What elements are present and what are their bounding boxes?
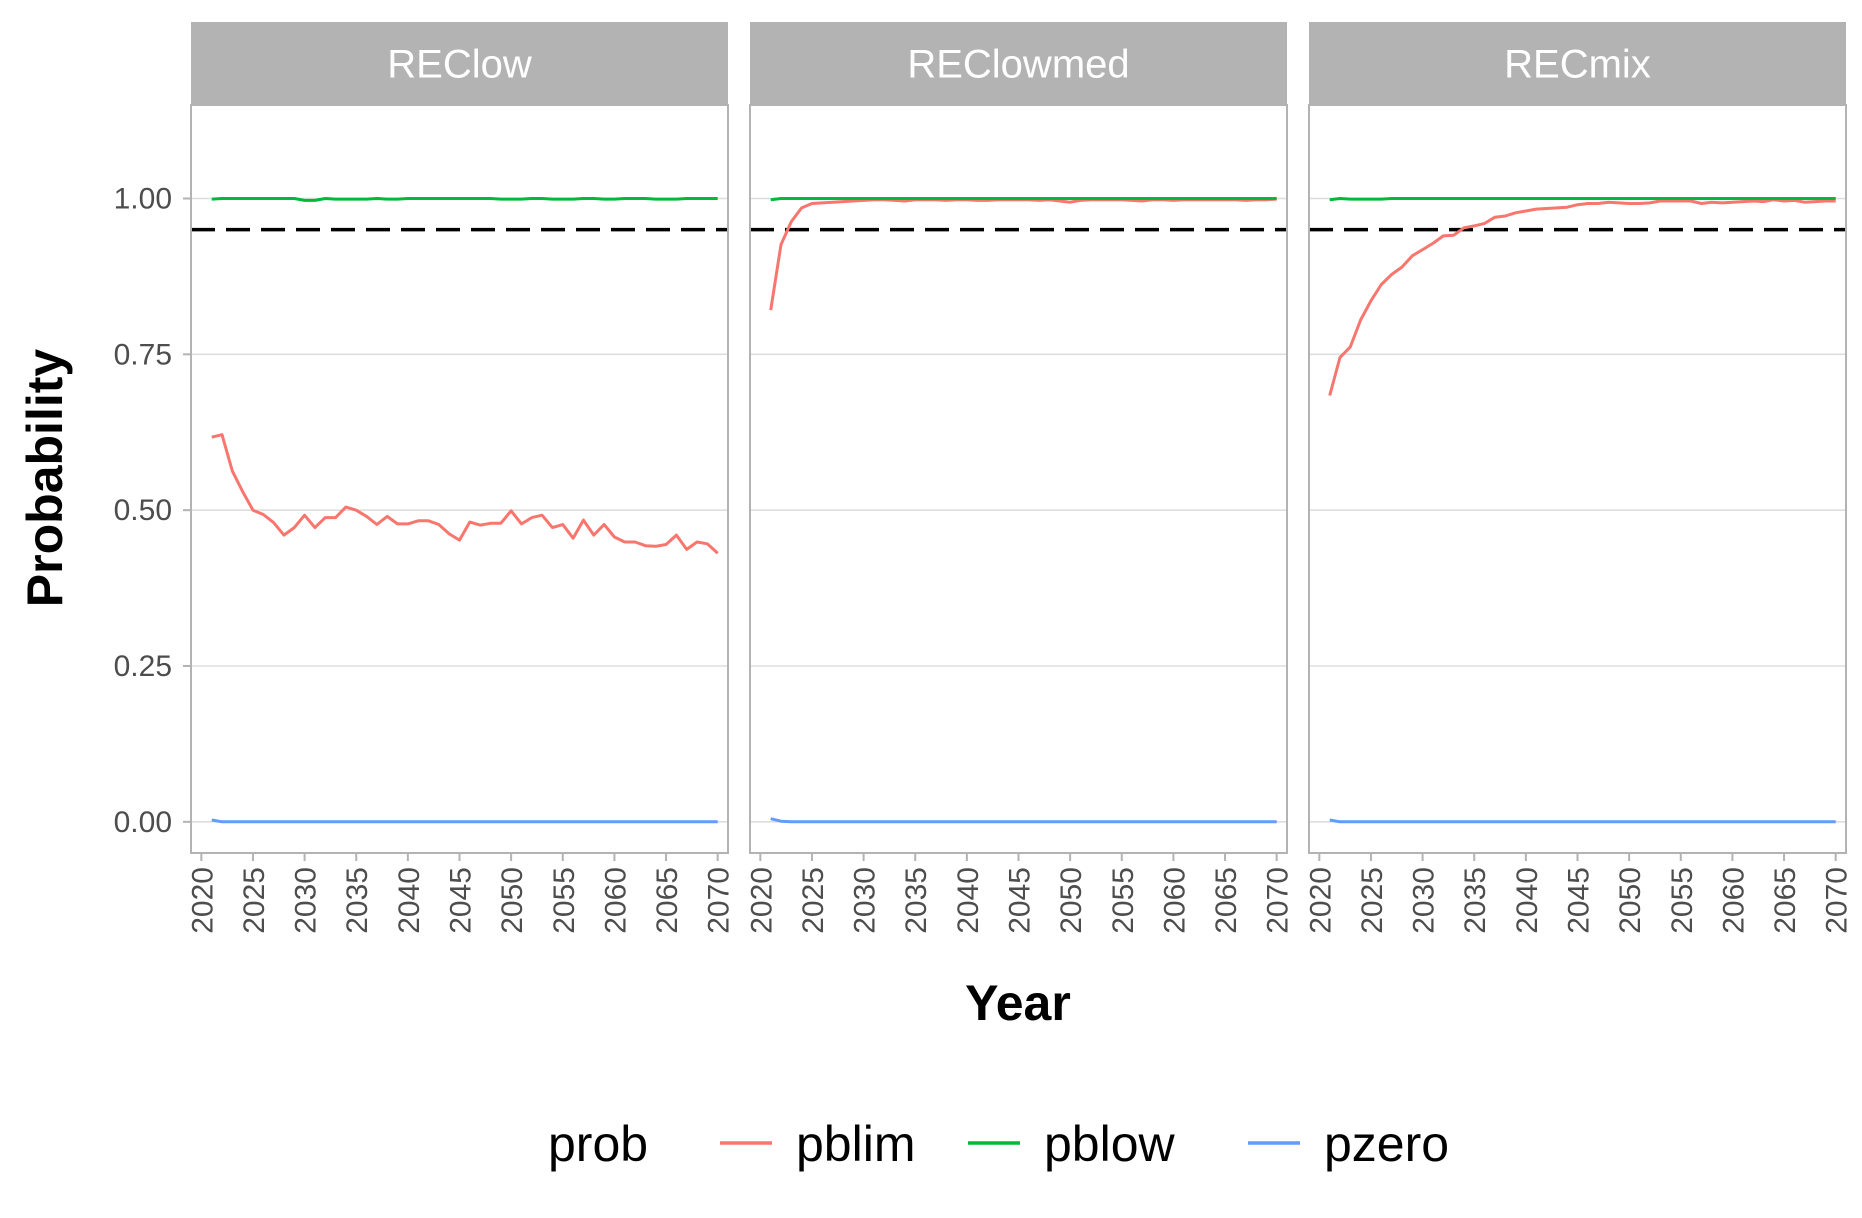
x-tick-label: 2045 (445, 867, 478, 934)
x-tick-label: 2055 (1666, 867, 1699, 934)
x-tick-label: 2040 (393, 867, 426, 934)
x-tick-label: 2060 (1158, 867, 1191, 934)
x-tick-label: 2065 (1210, 867, 1243, 934)
x-tick-label: 2045 (1004, 867, 1037, 934)
x-axis-title: Year (965, 975, 1071, 1031)
facet-strip (750, 22, 1287, 105)
y-tick-label: 0.75 (114, 338, 172, 371)
series-line-pblow (1329, 197, 1836, 202)
x-tick-label: 2055 (548, 867, 581, 934)
y-tick-label: 0.25 (114, 650, 172, 683)
facet-panels: REClow 2020 2025 2030 2035 2040 2045 2050 2055 20… (186, 22, 1854, 934)
x-tick-label: 2035 (1459, 867, 1492, 934)
x-tick-label: 2020 (745, 867, 778, 934)
series-line-pzero (211, 818, 718, 824)
x-tick-label: 2060 (1717, 867, 1750, 934)
x-tick-label: 2070 (703, 867, 736, 934)
facet-strip-label: RECmix (1504, 43, 1651, 87)
series-line-pblow (770, 197, 1277, 202)
x-tick-label: 2050 (1055, 867, 1088, 934)
y-tick-label: 0.50 (114, 494, 172, 527)
x-tick-label: 2040 (952, 867, 985, 934)
facet-panel-REClowmed: REClowmed 2020 2025 2030 2035 2040 2045 2050 205… (745, 22, 1295, 934)
x-tick-label: 2025 (1356, 867, 1389, 934)
facet-panel-REClow: REClow 2020 2025 2030 2035 2040 2045 2050 2055 20… (186, 22, 736, 934)
panel-border (190, 104, 729, 854)
series-line-pblow (211, 197, 718, 202)
facet-panel-RECmix: RECmix 2020 2025 2030 2035 2040 2045 2050 2055 20… (1304, 22, 1854, 934)
panel-border (1308, 104, 1847, 854)
x-tick-label: 2030 (1408, 867, 1441, 934)
y-axis: 0.00 0.25 0.50 0.75 1.00 (114, 183, 191, 839)
x-tick-label: 2070 (1821, 867, 1854, 934)
x-tick-label: 2060 (599, 867, 632, 934)
legend-label-pblow: pblow (1044, 1116, 1176, 1172)
x-tick-label: 2040 (1511, 867, 1544, 934)
series-line-pzero (770, 817, 1277, 824)
series-line-pblim (1328, 198, 1836, 396)
x-tick-label: 2035 (900, 867, 933, 934)
x-tick-label: 2065 (1769, 867, 1802, 934)
x-tick-label: 2050 (1614, 867, 1647, 934)
x-tick-label: 2050 (496, 867, 529, 934)
x-tick-label: 2025 (797, 867, 830, 934)
facet-strip (191, 22, 728, 105)
x-tick-label: 2020 (1304, 867, 1337, 934)
x-tick-label: 2030 (290, 867, 323, 934)
legend-label-pzero: pzero (1324, 1116, 1449, 1172)
y-tick-label: 1.00 (114, 183, 172, 216)
y-tick-label: 0.00 (114, 806, 172, 839)
x-tick-label: 2020 (186, 867, 219, 934)
legend: prob pblim pblow pzero (548, 1116, 1449, 1172)
x-tick-label: 2045 (1563, 867, 1596, 934)
y-axis-title: Probability (17, 349, 73, 608)
legend-title: prob (548, 1116, 648, 1172)
series-line-pblim (769, 197, 1277, 311)
legend-label-pblim: pblim (796, 1116, 915, 1172)
x-tick-label: 2065 (651, 867, 684, 934)
panel-border (749, 104, 1288, 854)
facet-strip-label: REClowmed (907, 43, 1129, 87)
x-tick-label: 2055 (1107, 867, 1140, 934)
series-line-pblim (211, 433, 719, 555)
x-tick-label: 2070 (1262, 867, 1295, 934)
x-tick-label: 2030 (849, 867, 882, 934)
x-tick-label: 2025 (238, 867, 271, 934)
facet-strip (1309, 22, 1846, 105)
series-line-pzero (1329, 818, 1836, 824)
facet-strip-label: REClow (387, 43, 532, 87)
x-tick-label: 2035 (341, 867, 374, 934)
